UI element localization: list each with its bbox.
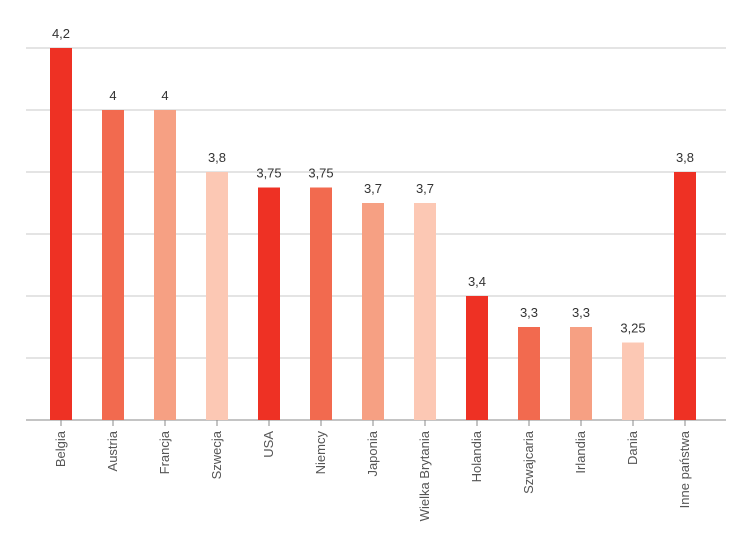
category-label-belgia: Belgia (53, 430, 68, 467)
category-label-szwajcaria: Szwajcaria (521, 430, 536, 494)
bar-szwajcaria (518, 327, 540, 420)
data-label-francja: 4 (161, 88, 168, 103)
bar-belgia (50, 48, 72, 420)
data-label-szwecja: 3,8 (208, 150, 226, 165)
data-label-irlandia: 3,3 (572, 305, 590, 320)
data-label-wielka-brytania: 3,7 (416, 181, 434, 196)
category-label-usa: USA (261, 431, 276, 458)
category-label-francja: Francja (157, 430, 172, 474)
bar-wielka-brytania (414, 203, 436, 420)
bars (50, 48, 696, 420)
category-label-irlandia: Irlandia (573, 430, 588, 473)
data-label-niemcy: 3,75 (308, 166, 333, 181)
data-label-austria: 4 (109, 88, 116, 103)
bar-szwecja (206, 172, 228, 420)
bar-holandia (466, 296, 488, 420)
data-label-holandia: 3,4 (468, 274, 486, 289)
bar-usa (258, 187, 280, 420)
bar-niemcy (310, 187, 332, 420)
data-label-belgia: 4,2 (52, 26, 70, 41)
category-label-japonia: Japonia (365, 430, 380, 476)
x-axis (60, 420, 686, 426)
category-label-niemcy: Niemcy (313, 431, 328, 475)
category-label-wielka-brytania: Wielka Brytania (417, 430, 432, 521)
category-label-austria: Austria (105, 430, 120, 471)
bar-dania (622, 342, 644, 420)
data-label-szwajcaria: 3,3 (520, 305, 538, 320)
category-label-dania: Dania (625, 430, 640, 465)
category-labels: Belgia Austria Francja Szwecja USA Niemcy Japo… (53, 430, 692, 521)
data-label-usa: 3,75 (256, 166, 281, 181)
category-label-inne-państwa: Inne państwa (677, 430, 692, 508)
data-label-inne-państwa: 3,8 (676, 150, 694, 165)
data-label-dania: 3,25 (620, 321, 645, 336)
category-label-szwecja: Szwecja (209, 430, 224, 479)
bar-irlandia (570, 327, 592, 420)
bar-inne-państwa (674, 172, 696, 420)
bar-japonia (362, 203, 384, 420)
data-label-japonia: 3,7 (364, 181, 382, 196)
value-labels: 4,2 4 4 3,8 3,75 3,75 3,7 3,7 3,4 3,3 3,3 3,25 3,8 (52, 26, 694, 336)
category-label-holandia: Holandia (469, 430, 484, 482)
bar-francja (154, 110, 176, 420)
bar-austria (102, 110, 124, 420)
